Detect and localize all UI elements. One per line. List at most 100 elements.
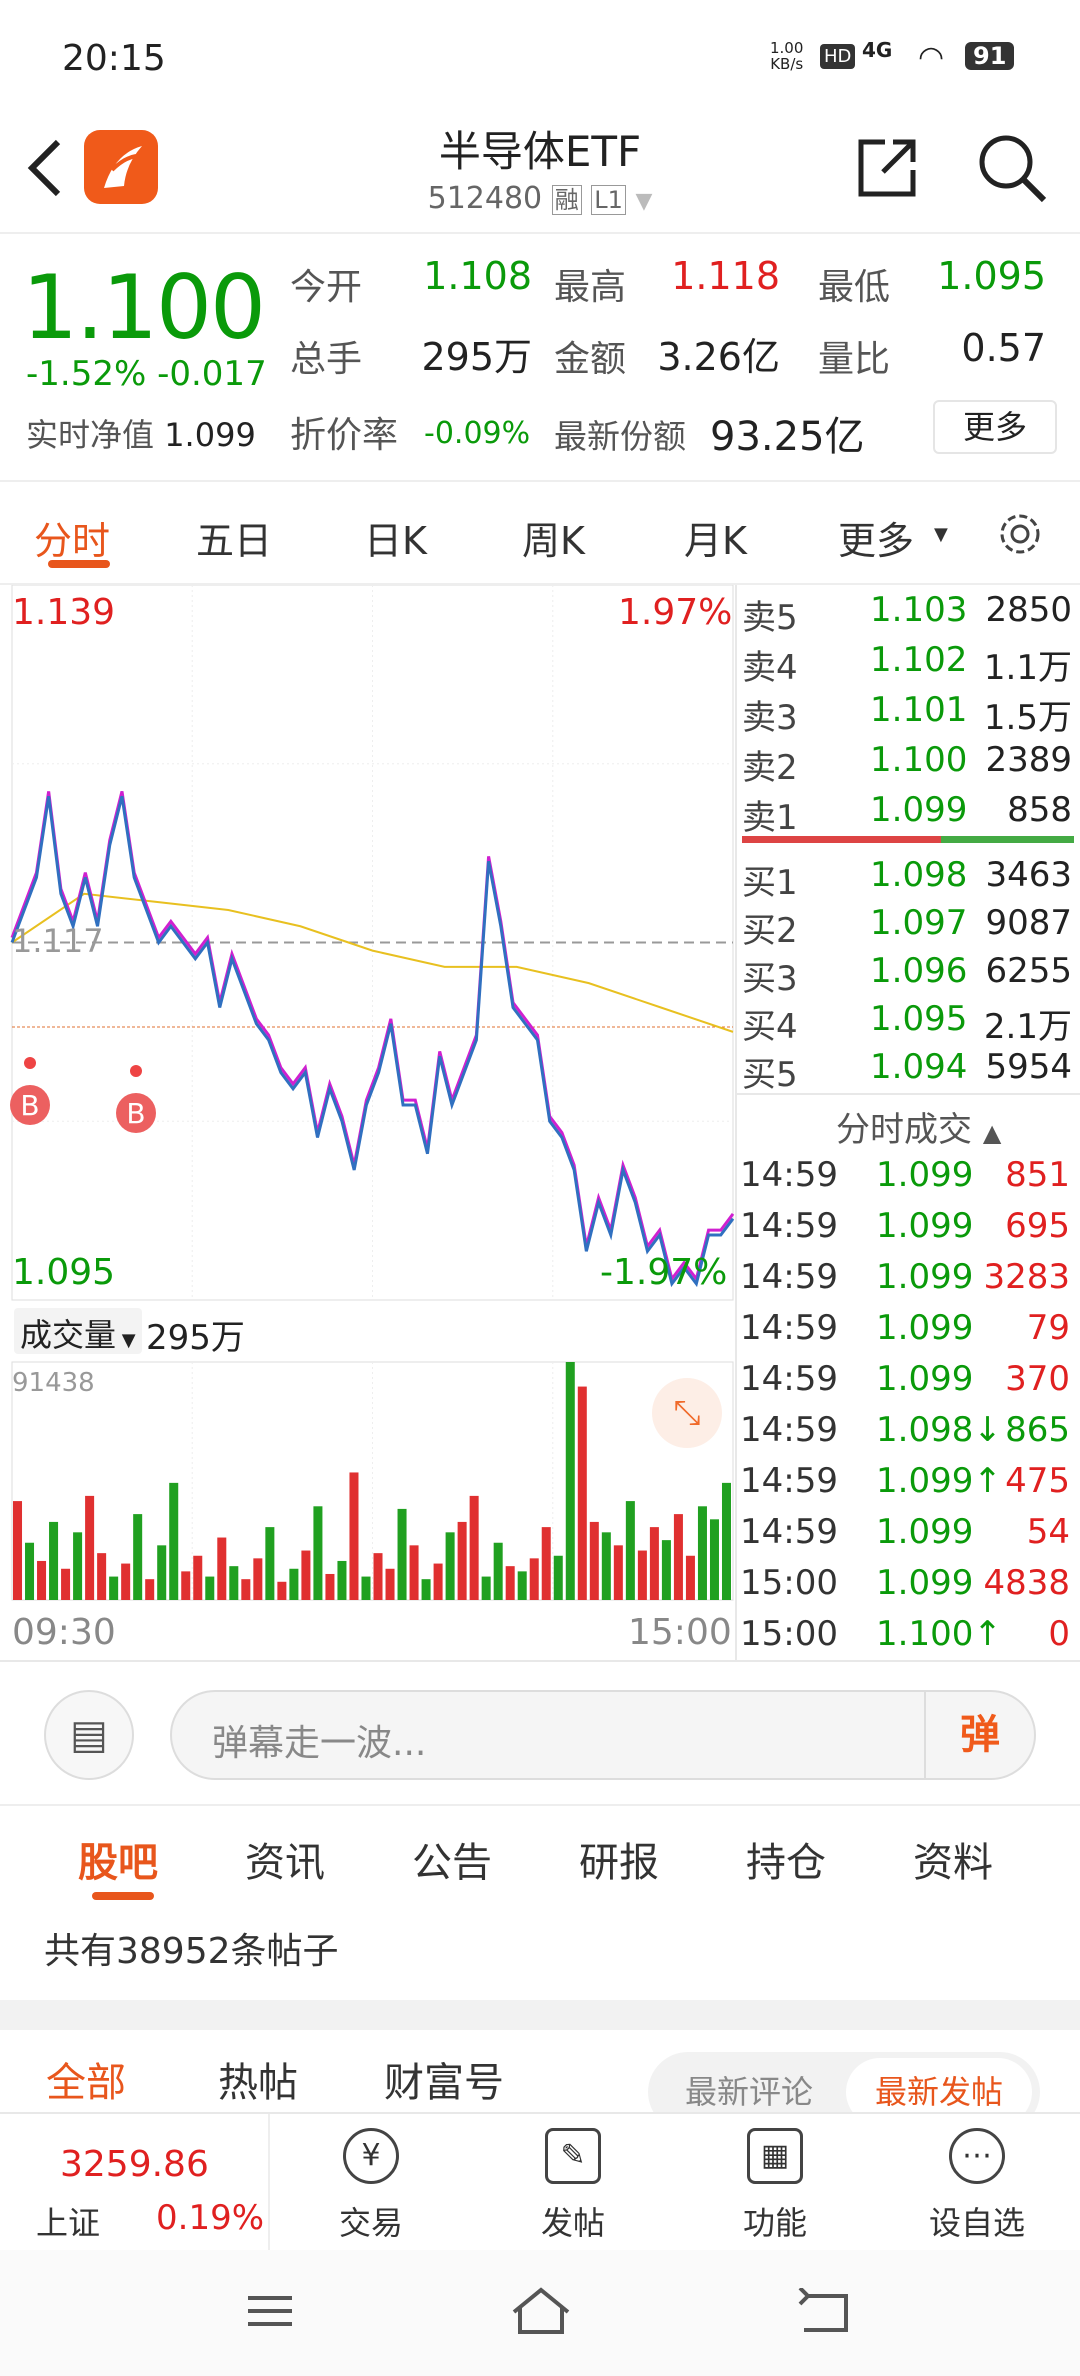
danmu-send-button[interactable]: 弹 — [924, 1692, 1034, 1778]
stock-code-line: 512480 融 L1 ▼ — [0, 180, 1080, 216]
tab-1[interactable]: 五日 — [196, 519, 273, 563]
section-tab-4[interactable]: 持仓 — [746, 1840, 826, 1886]
volume-indicator-select[interactable]: 成交量 ▼ — [14, 1308, 142, 1354]
field-value: 1.108 — [423, 254, 532, 298]
volume-bar — [361, 1576, 371, 1600]
section-tab-0[interactable]: 股吧 — [78, 1840, 158, 1886]
row-label: 买3 — [742, 959, 798, 999]
row-price: 1.096 — [870, 951, 968, 991]
tab-3[interactable]: 周K — [522, 519, 585, 563]
field-value: 1.095 — [937, 254, 1046, 298]
tab-0[interactable]: 分时 — [34, 519, 111, 563]
row-price: 1.097 — [870, 903, 968, 943]
volume-bar — [433, 1563, 443, 1600]
tab-5[interactable]: 更多 — [838, 519, 915, 563]
back-nav-icon[interactable] — [796, 2288, 852, 2336]
svg-text:B: B — [126, 1097, 145, 1130]
row-label: 卖5 — [742, 598, 798, 638]
ticks-title[interactable]: 分时成交 ▲ — [836, 1110, 1002, 1150]
tick-row: 14:59 1.099↑ 475 — [740, 1461, 1070, 1509]
order-book-row: 卖1 1.099 858 — [742, 790, 1072, 838]
more-button[interactable]: 更多 — [933, 400, 1057, 454]
stock-code: 512480 — [427, 181, 543, 216]
section-tab-5[interactable]: 资料 — [913, 1840, 993, 1886]
row-price: 1.100 — [870, 740, 968, 780]
section-tab-2[interactable]: 公告 — [412, 1840, 492, 1886]
volume-bar — [349, 1472, 359, 1600]
volume-bar — [229, 1566, 239, 1600]
row-volume: 3463 — [985, 855, 1072, 895]
row-volume: 1.1万 — [983, 648, 1072, 688]
post-count: 共有38952条帖子 — [44, 1931, 339, 1972]
volume-bar — [121, 1563, 131, 1600]
status-bar: 20:15 1.00 KB/s HD 4G ◠ 91 — [0, 0, 1080, 110]
function-icon: ▦ — [747, 2128, 803, 2184]
settings-icon[interactable] — [996, 510, 1044, 558]
danmu-settings-icon[interactable]: ▤ — [44, 1690, 134, 1780]
discount-label: 折价率 — [290, 415, 399, 456]
nav-label: 交易 — [338, 2204, 403, 2242]
volume-bar — [457, 1521, 467, 1600]
dropdown-icon[interactable]: ▼ — [635, 189, 653, 214]
tick-price: 1.099 — [876, 1512, 974, 1552]
volume-bar — [661, 1540, 671, 1600]
hd-icon: HD — [820, 44, 856, 69]
danmu-input[interactable]: 弹幕走一波... 弹 — [170, 1690, 1036, 1780]
row-volume: 9087 — [985, 903, 1072, 943]
volume-bar — [73, 1532, 83, 1600]
volume-bar — [397, 1508, 407, 1600]
volume-bar — [133, 1514, 143, 1600]
post-icon: ✎ — [545, 2128, 601, 2184]
home-icon[interactable] — [510, 2286, 572, 2336]
index-ticker[interactable]: 3259.86 上证 0.19% — [0, 2114, 270, 2250]
pct-min-label: -1.97% — [600, 1252, 728, 1293]
filter-tab-0[interactable]: 全部 — [46, 2060, 126, 2106]
volume-bar — [649, 1527, 659, 1600]
field-value: 295万 — [421, 335, 532, 379]
sort-option-0[interactable]: 最新评论 — [684, 2073, 813, 2111]
field-value: 1.118 — [671, 254, 780, 298]
share-icon[interactable] — [855, 134, 921, 200]
menu-icon[interactable] — [248, 2296, 292, 2326]
section-tab-1[interactable]: 资讯 — [245, 1840, 325, 1886]
row-price: 1.094 — [870, 1047, 968, 1087]
nav-item-1[interactable]: ✎ 发帖 — [508, 2128, 638, 2244]
divider — [0, 1660, 1080, 1662]
nav-item-3[interactable]: ⋯ 设自选 — [912, 2128, 1042, 2244]
tick-time: 14:59 — [740, 1512, 838, 1552]
tab-2[interactable]: 日K — [364, 519, 427, 563]
volume-bar — [565, 1362, 575, 1600]
section-tabs: 股吧 资讯 公告 研报 持仓 资料 — [0, 1830, 1080, 1910]
row-volume: 2850 — [985, 590, 1072, 630]
nav-item-2[interactable]: ▦ 功能 — [710, 2128, 840, 2244]
index-value: 3259.86 — [60, 2144, 209, 2185]
volume-bar — [385, 1568, 395, 1600]
volume-bar — [241, 1579, 251, 1600]
tick-row: 14:59 1.098↓ 865 — [740, 1410, 1070, 1458]
dropdown-icon: ▼ — [934, 524, 948, 545]
add-watchlist-icon: ⋯ — [949, 2128, 1005, 2184]
tab-4[interactable]: 月K — [684, 519, 747, 563]
section-tab-3[interactable]: 研报 — [579, 1840, 659, 1886]
order-book-row: 卖3 1.101 1.5万 — [742, 690, 1072, 738]
tick-volume: 865 — [1005, 1410, 1070, 1450]
volume-total: 295万 — [146, 1318, 245, 1358]
field-value: 0.57 — [961, 326, 1046, 370]
nav-label: 发帖 — [540, 2204, 605, 2242]
order-book-row: 买1 1.098 3463 — [742, 855, 1072, 903]
row-label: 买1 — [742, 863, 798, 903]
volume-bar — [157, 1545, 167, 1600]
volume-bar — [49, 1521, 59, 1600]
nav-item-0[interactable]: ¥ 交易 — [306, 2128, 436, 2244]
row-price: 1.098 — [870, 855, 968, 895]
volume-bar — [553, 1555, 563, 1600]
filter-tab-1[interactable]: 热帖 — [218, 2060, 298, 2106]
expand-icon[interactable]: ⤡ — [652, 1378, 722, 1448]
filter-tab-2[interactable]: 财富号 — [384, 2060, 504, 2106]
volume-bar — [313, 1506, 323, 1600]
search-icon[interactable] — [974, 130, 1050, 206]
volume-bar — [697, 1506, 707, 1600]
back-icon[interactable] — [24, 136, 64, 200]
app-logo — [84, 130, 158, 204]
